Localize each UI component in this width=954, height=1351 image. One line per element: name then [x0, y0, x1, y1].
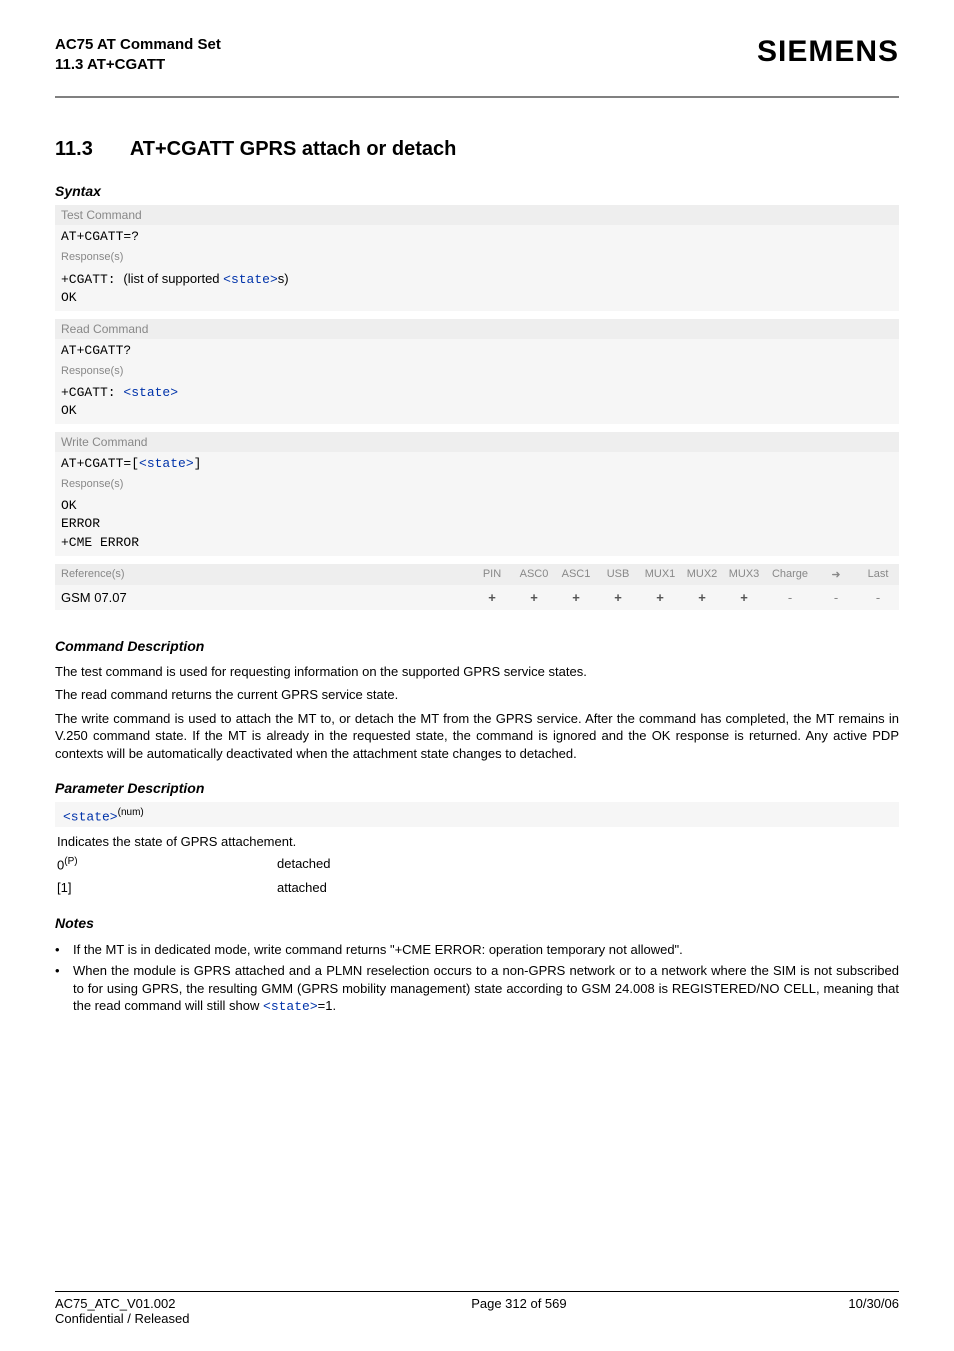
- page-footer: AC75_ATC_V01.002 Confidential / Released…: [55, 1291, 899, 1326]
- write-resp-l3: +CME ERROR: [61, 535, 139, 550]
- note-item-1: • When the module is GPRS attached and a…: [55, 962, 899, 1016]
- note-0-text: If the MT is in dedicated mode, write co…: [73, 941, 899, 959]
- read-response-body: +CGATT: <state> OK: [55, 380, 899, 424]
- ref-val-usb: +: [597, 585, 639, 610]
- param-name[interactable]: <state>: [63, 809, 118, 824]
- write-cmd-suffix: ]: [194, 456, 202, 471]
- section-title-text: AT+CGATT GPRS attach or detach: [130, 138, 457, 160]
- ref-col-charge: Charge: [765, 564, 815, 585]
- bullet-icon: •: [55, 941, 73, 959]
- reference-value-label: GSM 07.07: [55, 585, 471, 610]
- reference-value-cols: + + + + + + + - - -: [471, 585, 899, 610]
- param-desc-heading: Parameter Description: [55, 780, 899, 796]
- param-row-0-key: 0(P): [57, 854, 277, 875]
- ref-col-mux1: MUX1: [639, 564, 681, 585]
- ref-col-asc1: ASC1: [555, 564, 597, 585]
- test-resp-param[interactable]: <state>: [223, 272, 278, 287]
- note-1-param[interactable]: <state>: [263, 999, 318, 1014]
- footer-center: Page 312 of 569: [471, 1296, 566, 1326]
- cmd-desc-p1: The test command is used for requesting …: [55, 663, 899, 681]
- header-title: AC75 AT Command Set 11.3 AT+CGATT: [55, 35, 221, 76]
- write-command-block: Write Command AT+CGATT=[<state>] Respons…: [55, 432, 899, 556]
- param-intro: Indicates the state of GPRS attachement.: [57, 832, 897, 852]
- param-row-1: [1] attached: [57, 878, 897, 898]
- ref-val-asc1: +: [555, 585, 597, 610]
- page-header: AC75 AT Command Set 11.3 AT+CGATT SIEMEN…: [55, 35, 899, 98]
- param-row-1-k: [1]: [57, 880, 71, 895]
- write-cmd-param[interactable]: <state>: [139, 456, 194, 471]
- doc-title: AC75 AT Command Set: [55, 35, 221, 55]
- doc-subtitle: 11.3 AT+CGATT: [55, 55, 221, 75]
- param-name-sup: (num): [118, 807, 144, 818]
- reference-label: Reference(s): [55, 564, 471, 585]
- section-heading: 11.3 AT+CGATT GPRS attach or detach: [55, 138, 899, 161]
- param-row-1-val: attached: [277, 878, 327, 898]
- syntax-heading: Syntax: [55, 183, 899, 199]
- read-resp-prefix: +CGATT:: [61, 385, 123, 400]
- ref-col-asc0: ASC0: [513, 564, 555, 585]
- footer-doc-id: AC75_ATC_V01.002: [55, 1296, 175, 1311]
- read-response-label: Response(s): [55, 362, 899, 380]
- cmd-desc-heading: Command Description: [55, 638, 899, 654]
- ref-val-last: -: [857, 585, 899, 610]
- cmd-desc-p3: The write command is used to attach the …: [55, 710, 899, 763]
- ref-val-asc0: +: [513, 585, 555, 610]
- test-response-label: Response(s): [55, 248, 899, 266]
- test-resp-suffix: s): [278, 271, 289, 286]
- write-cmd-prefix: AT+CGATT=[: [61, 456, 139, 471]
- write-command-label: Write Command: [55, 432, 899, 452]
- param-name-box: <state>(num): [55, 802, 899, 827]
- test-command-block: Test Command AT+CGATT=? Response(s) +CGA…: [55, 205, 899, 311]
- write-resp-l2: ERROR: [61, 516, 100, 531]
- read-command-block: Read Command AT+CGATT? Response(s) +CGAT…: [55, 319, 899, 424]
- note-1-pre: When the module is GPRS attached and a P…: [73, 963, 899, 1013]
- test-resp-ok: OK: [61, 290, 77, 305]
- note-item-0: • If the MT is in dedicated mode, write …: [55, 941, 899, 959]
- note-1-text: When the module is GPRS attached and a P…: [73, 962, 899, 1016]
- write-command-text: AT+CGATT=[<state>]: [55, 452, 899, 475]
- param-row-0-val: detached: [277, 854, 331, 875]
- read-command-text: AT+CGATT?: [55, 339, 899, 362]
- read-resp-ok: OK: [61, 403, 77, 418]
- read-resp-param[interactable]: <state>: [123, 385, 178, 400]
- read-command-label: Read Command: [55, 319, 899, 339]
- test-response-body: +CGATT: (list of supported <state>s) OK: [55, 266, 899, 311]
- notes-heading: Notes: [55, 915, 899, 931]
- ref-col-pin: PIN: [471, 564, 513, 585]
- footer-right: 10/30/06: [848, 1296, 899, 1326]
- reference-columns: PIN ASC0 ASC1 USB MUX1 MUX2 MUX3 Charge …: [471, 564, 899, 585]
- param-row-1-key: [1]: [57, 878, 277, 898]
- ref-col-last: Last: [857, 564, 899, 585]
- ref-val-pin: +: [471, 585, 513, 610]
- test-resp-prefix: +CGATT:: [61, 272, 123, 287]
- brand-logo: SIEMENS: [757, 35, 899, 69]
- write-response-label: Response(s): [55, 475, 899, 493]
- param-row-0: 0(P) detached: [57, 854, 897, 875]
- ref-val-mux3: +: [723, 585, 765, 610]
- note-1-post: =1.: [318, 998, 336, 1013]
- ref-col-mux2: MUX2: [681, 564, 723, 585]
- footer-confidential: Confidential / Released: [55, 1311, 189, 1326]
- bullet-icon: •: [55, 962, 73, 1016]
- cmd-desc-p2: The read command returns the current GPR…: [55, 686, 899, 704]
- ref-col-usb: USB: [597, 564, 639, 585]
- ref-val-arrow: -: [815, 585, 857, 610]
- ref-val-charge: -: [765, 585, 815, 610]
- reference-value-row: GSM 07.07 + + + + + + + - - -: [55, 585, 899, 610]
- test-resp-mid: (list of supported: [123, 271, 223, 286]
- test-command-text: AT+CGATT=?: [55, 225, 899, 248]
- ref-col-mux3: MUX3: [723, 564, 765, 585]
- write-resp-l1: OK: [61, 498, 77, 513]
- write-response-body: OK ERROR +CME ERROR: [55, 493, 899, 556]
- notes-list: • If the MT is in dedicated mode, write …: [55, 937, 899, 1020]
- ref-val-mux2: +: [681, 585, 723, 610]
- section-number: 11.3: [55, 138, 125, 161]
- param-desc-body: Indicates the state of GPRS attachement.…: [55, 832, 899, 901]
- ref-col-arrow: ➜: [815, 564, 857, 585]
- reference-header-row: Reference(s) PIN ASC0 ASC1 USB MUX1 MUX2…: [55, 564, 899, 585]
- ref-val-mux1: +: [639, 585, 681, 610]
- param-row-0-ksup: (P): [64, 856, 77, 867]
- test-command-label: Test Command: [55, 205, 899, 225]
- footer-left: AC75_ATC_V01.002 Confidential / Released: [55, 1296, 189, 1326]
